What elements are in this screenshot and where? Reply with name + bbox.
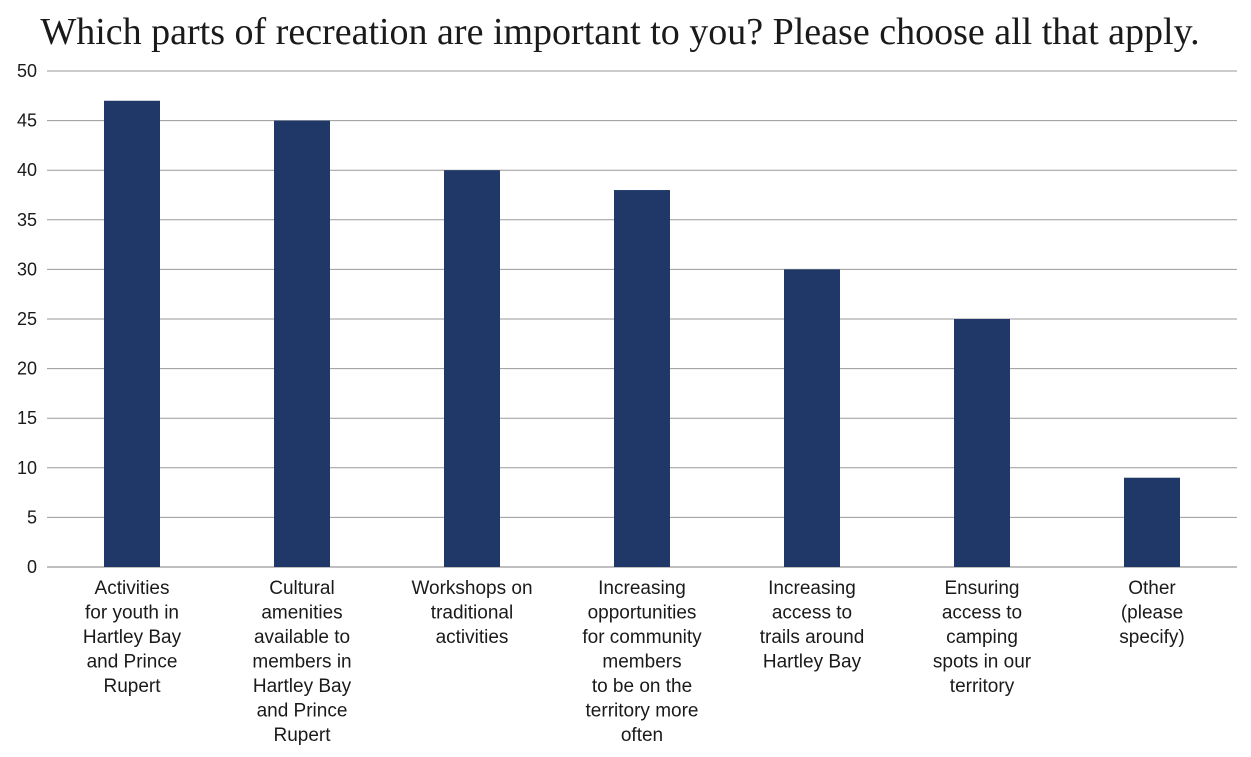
bars — [104, 100, 1180, 568]
bar — [784, 269, 840, 567]
y-axis-ticks: 0 5 10 15 20 25 30 35 40 45 50 — [17, 61, 37, 577]
y-tick-label: 45 — [17, 111, 37, 131]
x-tick-label: Increasing opportunities for community memb… — [582, 578, 702, 746]
bar — [614, 190, 670, 568]
x-tick-label: Ensuring access to camping spots in our terr… — [933, 578, 1032, 697]
bar — [1124, 477, 1180, 567]
y-tick-label: 25 — [17, 309, 37, 329]
y-tick-label: 30 — [17, 259, 37, 279]
bar — [954, 319, 1010, 567]
x-axis-labels: Activities for youth in Hartley Bay and Pri… — [83, 578, 1185, 746]
y-tick-label: 20 — [17, 359, 37, 379]
bar — [274, 120, 330, 567]
y-tick-label: 40 — [17, 160, 37, 180]
y-tick-label: 5 — [27, 507, 37, 527]
bar — [444, 170, 500, 567]
x-tick-label: Workshops on traditional activities — [411, 578, 532, 648]
x-tick-label: Cultural amenities available to members in H… — [252, 578, 351, 746]
chart-title: Which parts of recreation are important … — [40, 11, 1199, 53]
x-tick-label: Increasing access to trails around Hartley … — [760, 578, 865, 673]
y-tick-label: 35 — [17, 210, 37, 230]
y-tick-label: 15 — [17, 408, 37, 428]
y-tick-label: 50 — [17, 61, 37, 81]
y-tick-label: 0 — [27, 557, 37, 577]
y-tick-label: 10 — [17, 458, 37, 478]
x-tick-label: Activities for youth in Hartley Bay and Pri… — [83, 578, 182, 697]
bar — [104, 100, 160, 567]
x-tick-label: Other (please specify) — [1119, 578, 1184, 648]
